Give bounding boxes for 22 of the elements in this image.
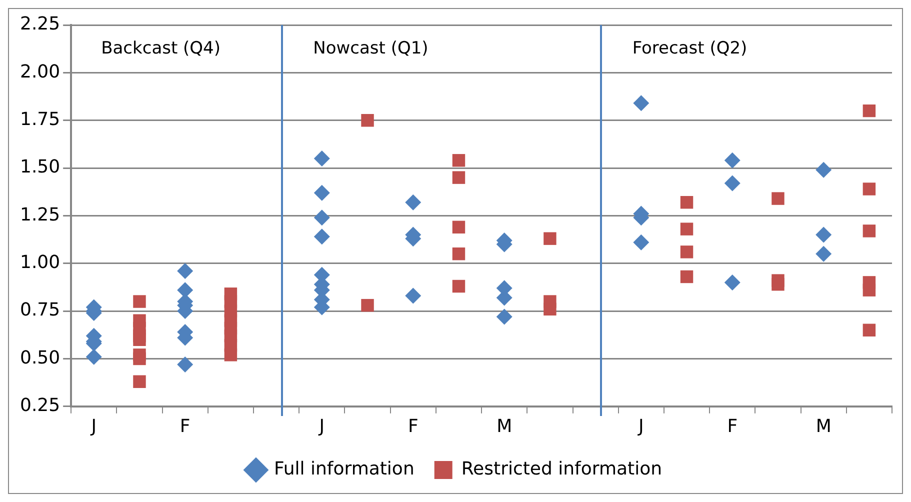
- y-tick-label: 1.50: [20, 156, 60, 178]
- x-tick-label: F: [727, 416, 738, 437]
- x-tick-label: M: [496, 416, 512, 437]
- y-tick-label: 0.25: [20, 395, 60, 416]
- y-tick-label: 0.75: [20, 300, 60, 321]
- y-tick-label: 2.25: [20, 14, 60, 35]
- legend-label: Full information: [274, 458, 414, 480]
- x-tick-label: F: [180, 416, 190, 437]
- x-tick-label: J: [318, 416, 325, 437]
- x-tick-label: J: [638, 416, 644, 437]
- y-tick-label: 0.50: [20, 347, 60, 368]
- annotation: Nowcast (Q1): [313, 38, 428, 58]
- x-tick-label: M: [816, 416, 832, 437]
- annotation: Forecast (Q2): [632, 38, 748, 58]
- x-tick-label: J: [90, 416, 97, 437]
- y-tick-label: 1.75: [20, 109, 60, 130]
- legend-label: Restricted information: [461, 458, 662, 480]
- annotation: Backcast (Q4): [101, 38, 221, 58]
- y-tick-label: 1.00: [20, 252, 60, 274]
- y-tick-label: 2.00: [20, 61, 60, 82]
- y-tick-label: 1.25: [20, 204, 60, 226]
- x-tick-label: F: [408, 416, 418, 437]
